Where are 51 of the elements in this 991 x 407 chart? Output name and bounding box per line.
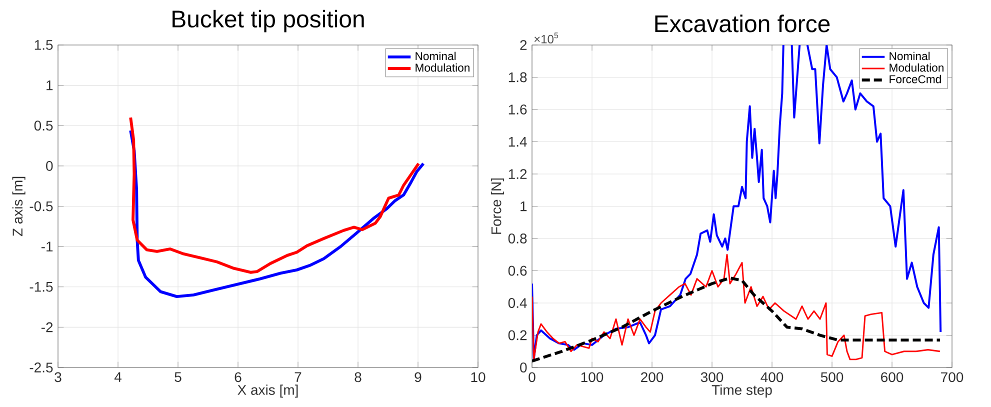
x-tick-label: 8 xyxy=(354,372,362,382)
chart-title: Bucket tip position xyxy=(172,10,364,32)
x-tick-label: 7 xyxy=(294,372,302,382)
y-axis-title: Z axis [m] xyxy=(12,176,26,236)
y-tick-label: 1.2 xyxy=(508,169,527,179)
y-tick-label: 0.2 xyxy=(508,330,527,340)
y-tick-label: -1 xyxy=(41,242,53,252)
y-tick-label: 1.4 xyxy=(508,136,527,147)
y-tick-label: -2 xyxy=(41,322,53,332)
x-tick-label: 100 xyxy=(581,372,604,382)
y-tick-label: 0 xyxy=(46,160,53,171)
line-series xyxy=(129,116,420,274)
x-axis-title: X axis [m] xyxy=(238,384,298,398)
y-tick-label: 1.8 xyxy=(508,72,527,82)
x-tick-label: 200 xyxy=(641,372,664,382)
line-series xyxy=(532,276,942,363)
x-axis-title: Time step xyxy=(712,384,772,398)
y-tick-label: 1.6 xyxy=(508,104,527,114)
y-tick-label: -0.5 xyxy=(30,201,53,212)
x-tick-label: 10 xyxy=(471,372,486,382)
y-tick-label: 0.6 xyxy=(508,266,527,276)
y-tick-label: 2 xyxy=(520,40,527,50)
x-tick-label: 4 xyxy=(114,372,122,382)
legend-label: Nominal xyxy=(416,52,456,60)
x-tick-label: 700 xyxy=(941,372,964,382)
x-tick-label: 300 xyxy=(700,372,724,382)
chart-title: Excavation force xyxy=(655,14,830,32)
line-series xyxy=(532,254,941,360)
legend-label: Modulation xyxy=(890,63,944,72)
y-tick-label: 0.5 xyxy=(34,120,53,131)
y-tick-label: 1 xyxy=(520,201,527,212)
y-tick-label: 0.4 xyxy=(508,298,527,308)
y-tick-label: 0 xyxy=(520,362,527,372)
y-tick-label: 1 xyxy=(46,80,53,90)
text: ×10$^{5}$ xyxy=(534,32,558,44)
x-tick-label: 6 xyxy=(234,372,242,382)
legend-label: Modulation xyxy=(416,63,470,72)
x-tick-label: 9 xyxy=(414,372,422,382)
y-tick-label: 1.5 xyxy=(34,40,53,50)
x-tick-label: 0 xyxy=(528,372,536,382)
x-tick-label: 5 xyxy=(174,372,182,382)
y-tick-label: 0.8 xyxy=(508,234,527,244)
y-tick-label: -2.5 xyxy=(30,362,53,372)
x-tick-label: 500 xyxy=(820,372,844,382)
x-tick-label: 3 xyxy=(54,372,62,382)
y-tick-label: -1.5 xyxy=(30,282,53,292)
legend-label: ForceCmd xyxy=(890,74,941,84)
x-tick-label: 600 xyxy=(881,372,904,382)
legend-label: Nominal xyxy=(890,52,930,60)
y-axis-title: Force [N] xyxy=(490,178,504,234)
x-tick-label: 400 xyxy=(760,372,784,382)
